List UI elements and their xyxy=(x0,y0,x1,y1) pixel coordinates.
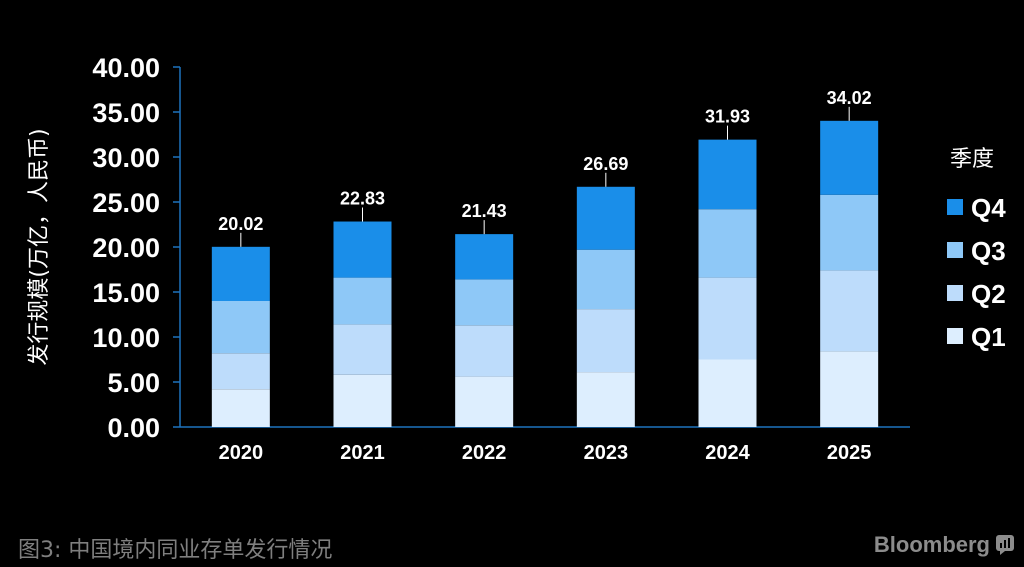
brand-name: Bloomberg xyxy=(873,532,990,557)
bar-segment-q1 xyxy=(820,351,879,427)
bar-segment-q3 xyxy=(211,301,270,354)
bloomberg-logo-icon xyxy=(996,535,1014,555)
legend-label-q2: Q2 xyxy=(971,279,1006,309)
legend-swatch-q4 xyxy=(947,199,963,215)
x-tick-label: 2022 xyxy=(462,442,507,464)
y-tick-label: 15.00 xyxy=(92,278,160,308)
y-tick-label: 20.00 xyxy=(92,233,160,263)
bar-segment-q3 xyxy=(333,277,392,325)
y-tick-label: 25.00 xyxy=(92,188,160,218)
legend-swatch-q3 xyxy=(947,242,963,258)
bar-segment-q4 xyxy=(333,221,392,278)
total-data-label: 21.43 xyxy=(462,201,507,221)
bar-segment-q3 xyxy=(698,209,757,278)
x-tick-label: 2024 xyxy=(705,442,750,464)
bar-segment-q1 xyxy=(698,359,757,427)
y-axis-title: 发行规模(万亿，人民币) xyxy=(27,128,52,365)
total-data-label: 34.02 xyxy=(827,88,872,108)
legend-swatch-q2 xyxy=(947,285,963,301)
total-data-label: 31.93 xyxy=(705,107,750,127)
y-tick-label: 40.00 xyxy=(92,53,160,83)
total-data-label: 22.83 xyxy=(340,189,385,209)
bar-segment-q3 xyxy=(820,194,879,271)
bar-segment-q4 xyxy=(820,120,879,195)
legend-swatch-q1 xyxy=(947,328,963,344)
bar-segment-q2 xyxy=(820,270,879,352)
bar-segment-q1 xyxy=(576,372,635,427)
y-tick-label: 35.00 xyxy=(92,98,160,128)
bar-segment-q2 xyxy=(576,309,635,373)
total-data-label: 20.02 xyxy=(218,214,263,234)
figure-caption: 图3: 中国境内同业存单发行情况 xyxy=(18,538,333,563)
y-tick-label: 10.00 xyxy=(92,323,160,353)
legend-label-q3: Q3 xyxy=(971,236,1006,266)
bar-segment-q3 xyxy=(455,279,514,326)
bar-segment-q2 xyxy=(698,277,757,360)
y-tick-label: 30.00 xyxy=(92,143,160,173)
bar-segment-q1 xyxy=(211,389,270,427)
legend-title: 季度 xyxy=(950,147,994,172)
bar-segment-q2 xyxy=(211,353,270,390)
legend-label-q1: Q1 xyxy=(971,322,1006,352)
total-data-label: 26.69 xyxy=(583,154,628,174)
bar-segment-q1 xyxy=(333,374,392,427)
bar-segment-q3 xyxy=(576,249,635,310)
bar-segment-q4 xyxy=(698,139,757,210)
bar-segment-q1 xyxy=(455,376,514,427)
legend-label-q4: Q4 xyxy=(971,193,1006,223)
x-tick-label: 2021 xyxy=(340,442,385,464)
bloomberg-brand: Bloomberg xyxy=(874,532,1014,558)
bar-segment-q4 xyxy=(455,234,514,280)
y-tick-label: 5.00 xyxy=(107,368,160,398)
x-tick-label: 2025 xyxy=(827,442,872,464)
bar-segment-q4 xyxy=(576,186,635,250)
bar-segment-q4 xyxy=(211,246,270,301)
bar-segment-q2 xyxy=(455,325,514,377)
y-tick-label: 0.00 xyxy=(107,413,160,443)
x-tick-label: 2020 xyxy=(219,442,264,464)
x-tick-label: 2023 xyxy=(584,442,629,464)
bar-segment-q2 xyxy=(333,324,392,375)
